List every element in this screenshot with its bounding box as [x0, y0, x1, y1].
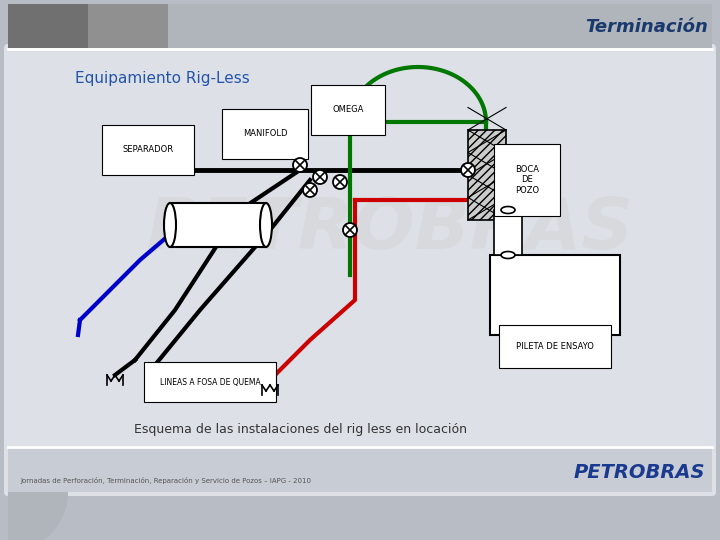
Text: OMEGA: OMEGA: [333, 105, 364, 114]
Circle shape: [293, 158, 307, 172]
Bar: [8, 4, 712, 48]
Text: Esquema de las instalaciones del rig less en locación: Esquema de las instalaciones del rig les…: [133, 423, 467, 436]
Bar: [494, 210, 522, 255]
Wedge shape: [8, 492, 68, 540]
Ellipse shape: [164, 203, 176, 247]
Text: SEPARADOR: SEPARADOR: [122, 145, 174, 154]
Ellipse shape: [501, 206, 515, 213]
Circle shape: [303, 183, 317, 197]
Text: BOCA
DE
POZO: BOCA DE POZO: [515, 165, 539, 195]
Bar: [490, 255, 620, 335]
Bar: [88, 4, 168, 48]
Circle shape: [333, 175, 347, 189]
Text: Jornadas de Perforación, Terminación, Reparación y Servicio de Pozos – IAPG - 20: Jornadas de Perforación, Terminación, Re…: [20, 476, 311, 483]
Bar: [8, 4, 88, 48]
Bar: [8, 448, 712, 492]
Bar: [170, 203, 266, 247]
Text: MANIFOLD: MANIFOLD: [243, 130, 287, 138]
Text: Terminación: Terminación: [585, 18, 708, 36]
Text: PETROBRAS: PETROBRAS: [146, 195, 634, 265]
Text: LINEAS A FOSA DE QUEMA: LINEAS A FOSA DE QUEMA: [160, 377, 261, 387]
FancyBboxPatch shape: [4, 44, 716, 496]
Ellipse shape: [260, 203, 272, 247]
Text: Equipamiento Rig-Less: Equipamiento Rig-Less: [75, 71, 250, 85]
Circle shape: [461, 163, 475, 177]
Text: PILETA DE ENSAYO: PILETA DE ENSAYO: [516, 342, 594, 351]
Circle shape: [313, 170, 327, 184]
Ellipse shape: [501, 252, 515, 259]
Bar: [468, 130, 506, 220]
Text: PETROBRAS: PETROBRAS: [574, 463, 705, 483]
Circle shape: [343, 223, 357, 237]
